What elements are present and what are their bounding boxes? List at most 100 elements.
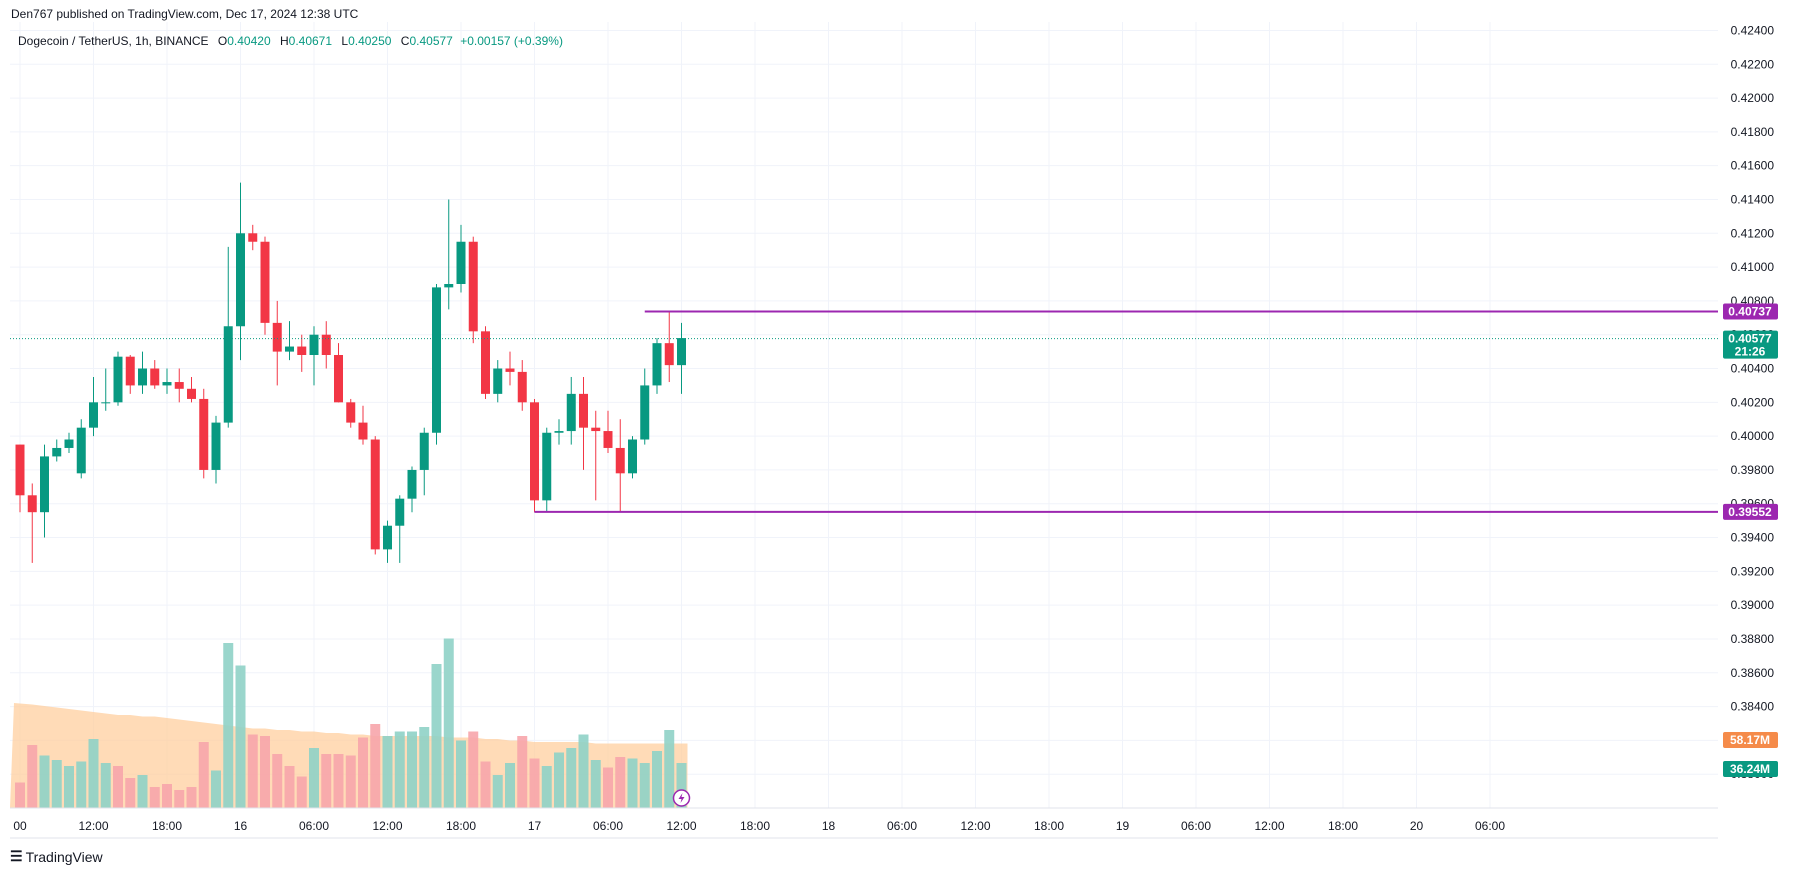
open-label: O (217, 34, 228, 48)
volume-ma-label-text: 58.17M (1730, 733, 1770, 747)
volume-bar (113, 766, 123, 808)
volume-bar (223, 643, 234, 808)
candle[interactable] (101, 368, 111, 411)
horizontal-levels[interactable] (10, 310, 1718, 513)
candle[interactable] (199, 388, 209, 479)
volume-current-label-text: 36.24M (1730, 762, 1770, 776)
candle[interactable] (444, 199, 454, 310)
candle[interactable] (174, 368, 184, 403)
candle-body (174, 382, 184, 389)
candle[interactable] (554, 419, 564, 445)
candle[interactable] (150, 360, 160, 389)
candle[interactable] (27, 483, 37, 563)
candle[interactable] (187, 376, 196, 403)
candle[interactable] (493, 360, 503, 403)
flash-icon-bolt (678, 793, 685, 803)
candle[interactable] (15, 444, 25, 513)
candle[interactable] (432, 284, 441, 445)
volume-bar (247, 734, 258, 808)
candles[interactable] (15, 182, 687, 563)
candle[interactable] (456, 224, 466, 293)
candle[interactable] (566, 376, 576, 445)
candle[interactable] (113, 351, 123, 406)
candle[interactable] (76, 419, 86, 479)
candle[interactable] (677, 322, 686, 394)
candle[interactable] (591, 410, 601, 501)
flash-icon[interactable] (672, 789, 691, 807)
candle-body (407, 469, 417, 499)
candle[interactable] (481, 326, 490, 399)
volume-bar (27, 745, 38, 808)
candle[interactable] (652, 338, 662, 394)
candle-body (517, 371, 527, 403)
time-axis[interactable]: 00 12:00 18:00 16 06:00 12:00 18:00 17 06:00 12:0… (10, 807, 1718, 839)
candle[interactable] (211, 415, 221, 484)
volume-bar (468, 731, 479, 808)
candle[interactable] (664, 311, 674, 383)
candle[interactable] (162, 368, 172, 394)
candle[interactable] (272, 300, 282, 386)
candle[interactable] (579, 376, 588, 470)
candle-body (15, 444, 25, 496)
candle[interactable] (309, 326, 319, 386)
price-tick-label: 0.38800 (1731, 632, 1775, 646)
candle-body (505, 368, 515, 372)
candle[interactable] (530, 398, 539, 513)
price-tick-label: 0.39400 (1731, 531, 1775, 545)
candle[interactable] (419, 427, 429, 496)
candle[interactable] (383, 520, 392, 563)
candle-body (554, 431, 564, 433)
time-tick-label: 12:00 (960, 819, 990, 833)
candle[interactable] (542, 427, 552, 513)
symbol-name[interactable]: Dogecoin / TetherUS, 1h, BINANCE (18, 34, 209, 48)
volume-bar (162, 784, 172, 808)
candle[interactable] (407, 466, 417, 513)
volume-bar (39, 755, 50, 808)
candle[interactable] (248, 224, 258, 251)
candle[interactable] (640, 368, 650, 445)
volume-bar (321, 754, 332, 808)
price-tick-label: 0.38400 (1731, 700, 1775, 714)
candle[interactable] (297, 334, 307, 372)
symbol-legend[interactable]: Dogecoin / TetherUS, 1h, BINANCE O0.4042… (18, 34, 563, 48)
candle[interactable] (346, 398, 356, 428)
candle[interactable] (223, 246, 233, 428)
volume-bar (529, 758, 540, 808)
candle[interactable] (125, 354, 135, 394)
candle[interactable] (505, 351, 515, 386)
candle[interactable] (285, 321, 294, 361)
candle[interactable] (334, 343, 343, 403)
candle[interactable] (628, 436, 637, 479)
candle[interactable] (138, 351, 147, 394)
candle[interactable] (321, 321, 331, 369)
candle[interactable] (370, 436, 380, 555)
candle[interactable] (40, 444, 49, 538)
candle[interactable] (615, 419, 625, 513)
volume-bar (505, 763, 515, 808)
volume-bar (664, 730, 675, 808)
candle[interactable] (89, 376, 98, 437)
candle[interactable] (468, 236, 478, 344)
candle[interactable] (517, 360, 527, 411)
candle-body (358, 422, 368, 440)
candle-body (579, 393, 588, 428)
candle[interactable] (260, 236, 270, 335)
price-axis[interactable]: 0.42400 0.42200 0.42000 0.41800 0.41600 0.414… (1731, 23, 1775, 781)
candle-body (223, 326, 233, 423)
brand[interactable]: ☰ TradingView (10, 848, 103, 865)
candle[interactable] (358, 405, 368, 445)
candle[interactable] (603, 410, 613, 454)
time-tick-label: 18:00 (740, 819, 770, 833)
volume-bar (480, 761, 491, 808)
candle[interactable] (395, 495, 405, 563)
time-tick-label: 20 (1410, 819, 1424, 833)
volume-bar (309, 748, 319, 808)
candle-body (370, 439, 380, 550)
volume-bar (333, 754, 344, 808)
volume-bar (345, 755, 356, 808)
candle-body (76, 427, 86, 474)
candle[interactable] (52, 439, 62, 462)
candle[interactable] (236, 182, 245, 361)
candle[interactable] (64, 432, 74, 454)
